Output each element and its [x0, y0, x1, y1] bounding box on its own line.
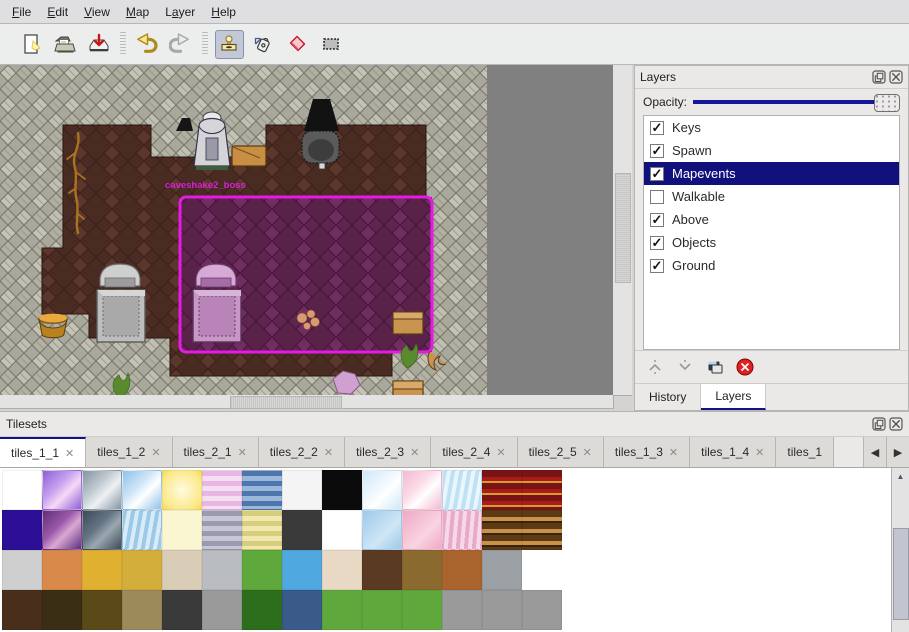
svg-text:caveshake2_boss: caveshake2_boss [165, 180, 246, 191]
